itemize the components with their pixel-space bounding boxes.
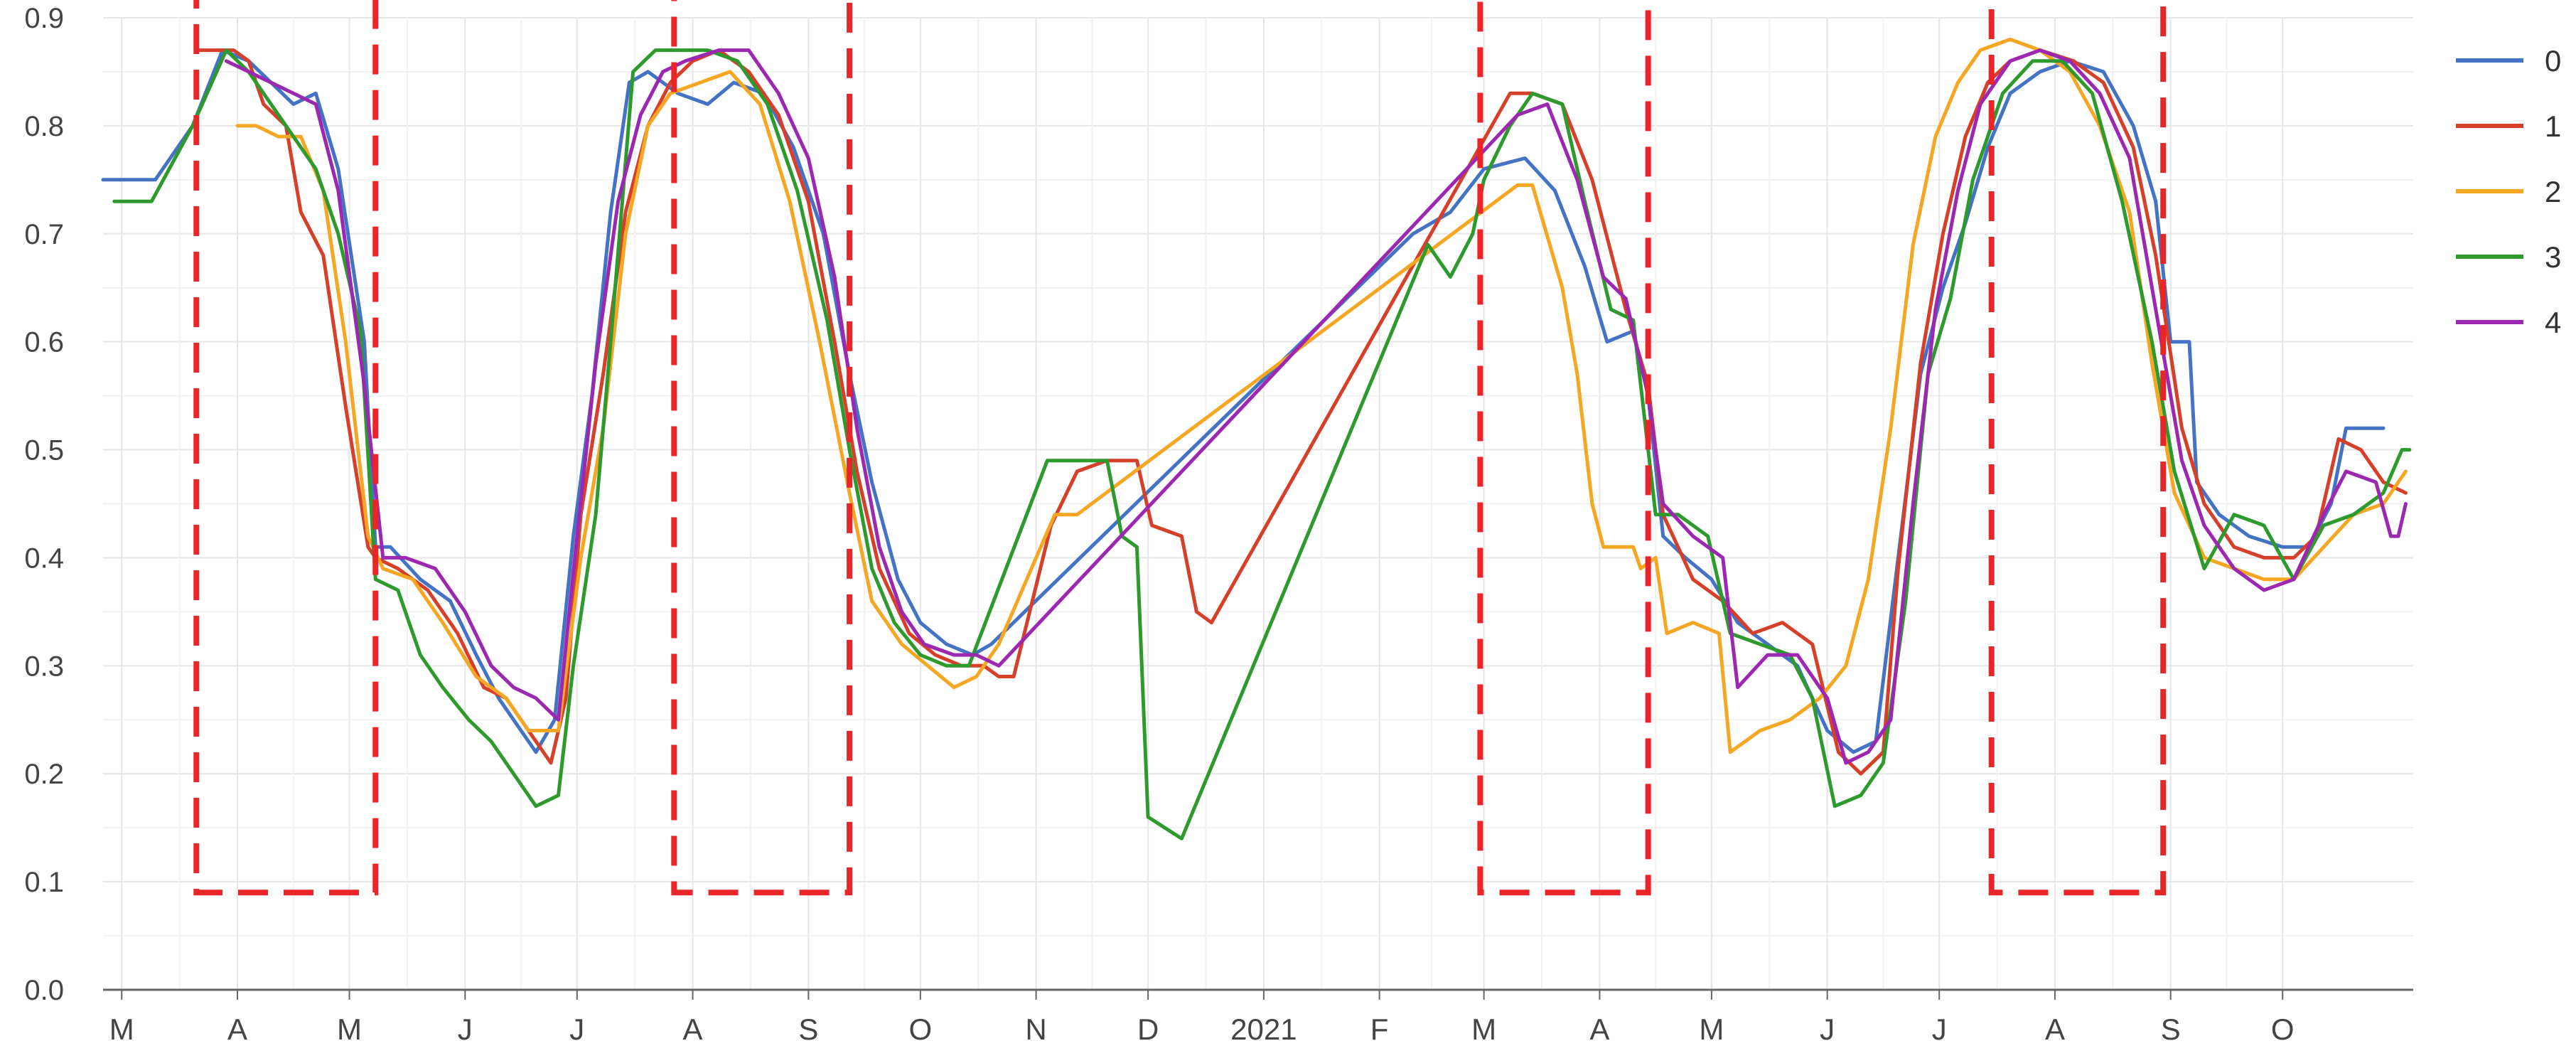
x-tick-label: J xyxy=(458,1013,473,1046)
y-tick-label: 0.0 xyxy=(24,975,64,1006)
legend-item-2[interactable]: 2 xyxy=(2456,175,2561,208)
highlight-box-4 xyxy=(1988,0,2167,896)
x-tick-label: O xyxy=(909,1013,933,1046)
x-tick-label: F xyxy=(1370,1013,1389,1046)
legend-label: 2 xyxy=(2545,175,2561,208)
x-tick-label: A xyxy=(683,1013,703,1046)
legend-item-0[interactable]: 0 xyxy=(2456,44,2561,78)
legend-item-1[interactable]: 1 xyxy=(2456,109,2561,143)
legend-label: 1 xyxy=(2545,109,2561,143)
axes: 0.0 0.1 0.2 0.3 0.4 0.5 0.6 0.7 0.8 0.9 M A M J J A S O N D… xyxy=(24,3,2413,1046)
x-tick-label: 2021 xyxy=(1230,1013,1297,1046)
x-tick-label: J xyxy=(1932,1013,1947,1046)
x-tick-label: S xyxy=(2161,1013,2181,1046)
x-tick-label: M xyxy=(337,1013,362,1046)
series-line-4 xyxy=(224,48,2408,765)
x-tick-label: S xyxy=(798,1013,818,1046)
x-tick-label: M xyxy=(109,1013,134,1046)
x-tick-label: A xyxy=(2045,1013,2065,1046)
x-tick-label: A xyxy=(227,1013,247,1046)
y-tick-label: 0.5 xyxy=(24,435,64,466)
series-lines xyxy=(101,37,2412,840)
series-line-2 xyxy=(235,37,2408,754)
legend-label: 3 xyxy=(2545,240,2561,274)
legend-item-4[interactable]: 4 xyxy=(2456,306,2561,339)
y-tick-label: 0.1 xyxy=(24,867,64,898)
x-tick-label: J xyxy=(569,1013,584,1046)
y-tick-label: 0.7 xyxy=(24,219,64,250)
grid-lines xyxy=(103,17,2413,990)
series-line-0 xyxy=(101,48,2386,754)
y-tick-label: 0.2 xyxy=(24,759,64,790)
x-tick-label: O xyxy=(2271,1013,2295,1046)
y-tick-label: 0.8 xyxy=(24,111,64,142)
highlight-box-1 xyxy=(193,0,379,896)
highlight-boxes xyxy=(193,0,2167,896)
highlight-box-2 xyxy=(671,0,853,896)
x-tick-label: N xyxy=(1025,1013,1046,1046)
y-tick-label: 0.4 xyxy=(24,543,64,574)
x-tick-label: A xyxy=(1589,1013,1609,1046)
highlight-box-3 xyxy=(1477,0,1651,896)
y-tick-label: 0.6 xyxy=(24,327,64,358)
y-tick-label: 0.9 xyxy=(24,3,64,34)
legend-label: 4 xyxy=(2545,306,2561,339)
legend-item-3[interactable]: 3 xyxy=(2456,240,2561,274)
x-tick-label: M xyxy=(1699,1013,1724,1046)
y-tick-label: 0.3 xyxy=(24,651,64,682)
series-line-3 xyxy=(112,48,2412,840)
x-tick-label: M xyxy=(1471,1013,1496,1046)
legend-label: 0 xyxy=(2545,44,2561,78)
x-tick-label: D xyxy=(1137,1013,1159,1046)
x-tick-label: J xyxy=(1820,1013,1835,1046)
legend: 0 1 2 3 4 xyxy=(2456,44,2561,339)
